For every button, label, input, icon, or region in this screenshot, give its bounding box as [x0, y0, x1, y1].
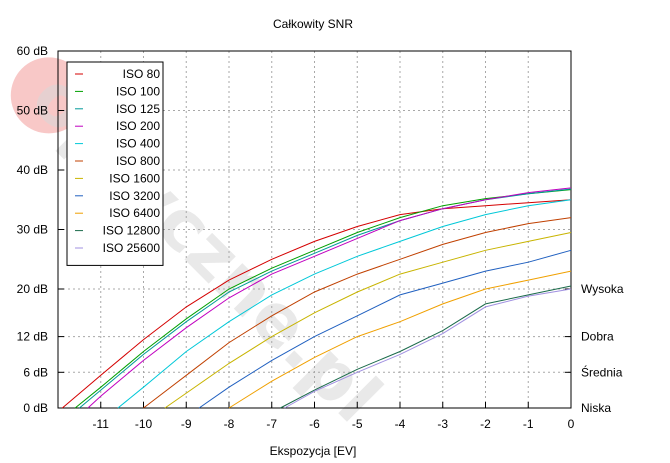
series-line-iso-1600	[164, 232, 572, 409]
series-line-iso-3200	[198, 249, 572, 409]
y-tick-label-1: 6 dB	[23, 365, 48, 379]
series-line-iso-200	[87, 187, 572, 409]
legend-label-5: ISO 800	[116, 154, 160, 168]
x-tick-label-9: -2	[480, 417, 491, 431]
legend-label-0: ISO 80	[123, 67, 161, 81]
x-tick-label-5: -6	[309, 417, 320, 431]
legend-label-7: ISO 3200	[109, 189, 160, 203]
x-tick-label-11: 0	[568, 417, 575, 431]
legend-label-1: ISO 100	[116, 84, 160, 98]
x-tick-label-7: -4	[395, 417, 406, 431]
series-line-iso-800	[143, 217, 572, 409]
x-tick-label-2: -9	[181, 417, 192, 431]
quality-label-3: Niska	[581, 401, 611, 415]
x-tick-label-0: -11	[93, 417, 110, 431]
quality-labels: Wysoka Dobra Średnia Niska	[565, 282, 624, 415]
x-tick-label-1: -10	[135, 417, 153, 431]
y-tick-label-7: 60 dB	[17, 44, 48, 58]
series-lines	[61, 187, 572, 409]
legend-label-4: ISO 400	[116, 137, 160, 151]
legend: ISO 80 ISO 100 ISO 125 ISO 200 ISO 400 ISO 80…	[66, 61, 164, 266]
x-tick-label-4: -7	[266, 417, 277, 431]
quality-label-2: Średnia	[581, 364, 623, 379]
x-axis-label: Ekspozycja [EV]	[270, 444, 357, 458]
series-line-iso-80	[61, 199, 572, 409]
x-tick-label-3: -8	[224, 417, 235, 431]
legend-label-6: ISO 1600	[109, 171, 160, 185]
legend-label-10: ISO 25600	[103, 241, 161, 255]
legend-box	[66, 61, 164, 266]
legend-label-2: ISO 125	[116, 102, 160, 116]
legend-label-9: ISO 12800	[103, 224, 161, 238]
y-axis: 0 dB 6 dB 12 dB 20 dB 30 dB 40 dB 50 dB 60 dB	[17, 44, 64, 415]
series-line-iso-12800	[280, 285, 572, 409]
quality-label-1: Dobra	[581, 330, 614, 344]
y-tick-label-5: 40 dB	[17, 163, 48, 177]
legend-label-8: ISO 6400	[109, 206, 160, 220]
series-line-iso-25600	[284, 288, 572, 409]
series-line-iso-6400	[228, 270, 572, 409]
y-tick-label-4: 30 dB	[17, 223, 48, 237]
legend-label-3: ISO 200	[116, 119, 160, 133]
y-tick-label-2: 12 dB	[17, 330, 48, 344]
y-tick-label-0: 0 dB	[23, 401, 48, 415]
series-line-iso-100	[74, 189, 572, 409]
chart-title: Całkowity SNR	[273, 17, 353, 31]
y-tick-label-3: 20 dB	[17, 282, 48, 296]
y-tick-label-6: 50 dB	[17, 104, 48, 118]
x-tick-label-6: -5	[352, 417, 363, 431]
x-tick-label-10: -1	[523, 417, 534, 431]
x-axis: -11 -10 -9 -8 -7 -6 -5 -4 -3 -2 -1 0	[93, 402, 575, 431]
series-line-iso-400	[117, 199, 572, 409]
quality-label-0: Wysoka	[581, 282, 624, 296]
x-tick-label-8: -3	[437, 417, 448, 431]
